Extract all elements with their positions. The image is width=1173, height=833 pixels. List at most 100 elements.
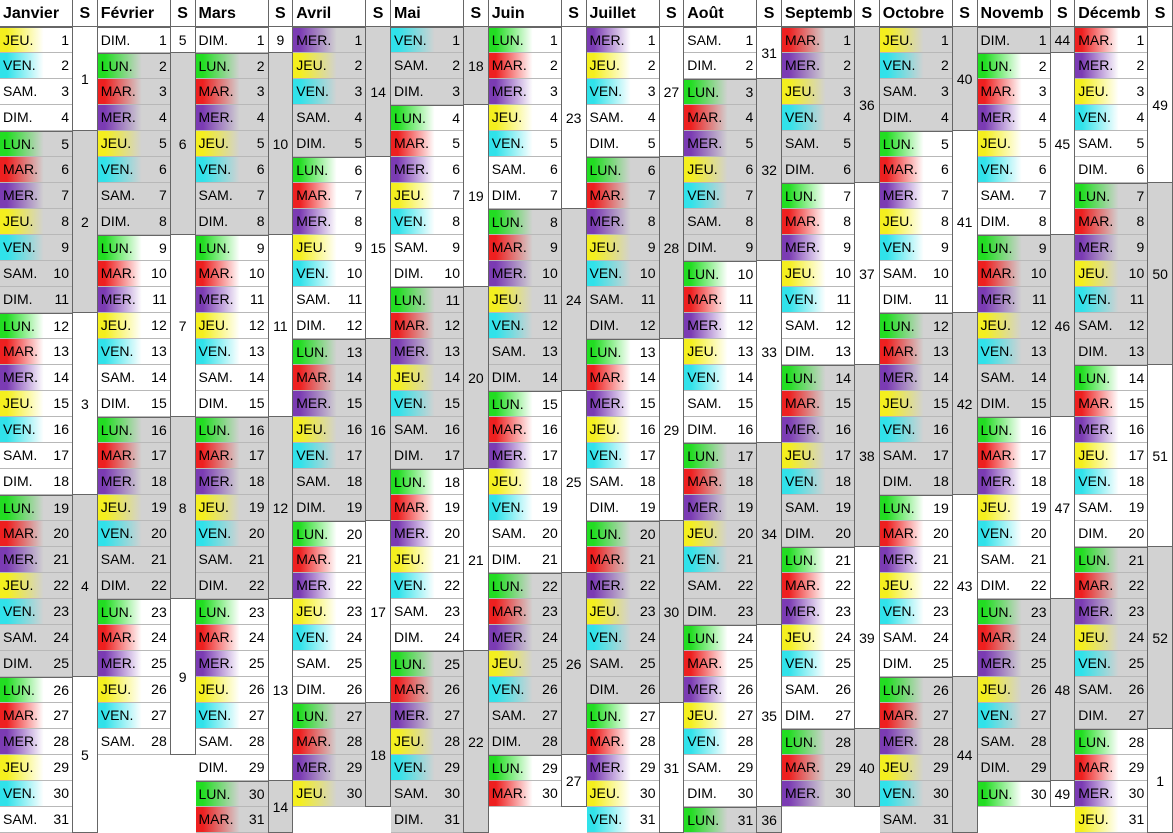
week-number: 46 [1049, 235, 1076, 417]
day-name: MAR. [782, 391, 828, 417]
day-name: MER. [586, 391, 633, 417]
day-number: 10 [143, 261, 170, 287]
week-number: 14 [267, 781, 294, 833]
day-number: 9 [534, 235, 561, 261]
day-number: 28 [828, 729, 854, 755]
day-number: 18 [632, 469, 659, 495]
day-number: 28 [241, 729, 268, 755]
day-number: 22 [1023, 573, 1050, 599]
week-number: 25 [560, 391, 587, 573]
day-name: SAM. [1075, 495, 1122, 521]
day-number: 1 [730, 27, 757, 53]
day-number: 7 [437, 183, 463, 209]
week-header: S [560, 0, 587, 27]
week-header: S [267, 0, 294, 27]
day-name: MAR. [782, 209, 828, 235]
day-name: LUN. [586, 703, 633, 729]
day-name: LUN. [684, 625, 731, 651]
day-name: MAR. [586, 365, 633, 391]
day-name: LUN. [782, 183, 828, 209]
day-number: 15 [241, 391, 268, 417]
day-number: 13 [730, 339, 757, 365]
day-name: MER. [488, 261, 535, 287]
day-number: 20 [241, 521, 268, 547]
day-number: 26 [46, 677, 72, 703]
day-name: JEU. [293, 781, 340, 807]
day-number: 15 [143, 391, 170, 417]
day-number: 22 [730, 573, 757, 599]
week-number: 47 [1049, 417, 1076, 599]
day-name: VEN. [1075, 287, 1122, 313]
day-number: 12 [339, 313, 366, 339]
day-name: DIM. [195, 755, 242, 781]
day-number: 15 [437, 391, 463, 417]
week-number: 30 [658, 521, 685, 703]
day-number: 13 [1023, 339, 1050, 365]
day-name: LUN. [977, 599, 1024, 625]
day-number: 12 [828, 313, 854, 339]
day-name: JEU. [0, 27, 46, 53]
day-number: 1 [1023, 27, 1050, 53]
day-number: 17 [632, 443, 659, 469]
day-number: 13 [339, 339, 366, 365]
day-number: 29 [339, 755, 366, 781]
month-name: Juin [488, 0, 561, 27]
day-number: 14 [143, 365, 170, 391]
day-number: 8 [534, 209, 561, 235]
day-name: MAR. [977, 625, 1024, 651]
day-name: DIM. [391, 807, 437, 833]
day-number: 26 [437, 677, 463, 703]
day-name: MAR. [195, 79, 242, 105]
day-number: 23 [143, 599, 170, 625]
day-name: JEU. [97, 313, 144, 339]
week-number: 5 [169, 27, 196, 53]
day-name: MER. [879, 547, 926, 573]
day-number: 23 [437, 599, 463, 625]
week-number: 31 [756, 27, 782, 79]
day-number: 25 [339, 651, 366, 677]
day-name: VEN. [488, 313, 535, 339]
day-number: 20 [1023, 521, 1050, 547]
day-name: SAM. [586, 105, 633, 131]
week-number: 49 [1147, 27, 1173, 183]
day-name: MAR. [97, 79, 144, 105]
day-number: 14 [632, 365, 659, 391]
day-number: 14 [925, 365, 952, 391]
day-number: 5 [925, 131, 952, 157]
day-name: JEU. [195, 677, 242, 703]
day-name: LUN. [879, 677, 926, 703]
day-name: MER. [586, 27, 633, 53]
day-number: 23 [241, 599, 268, 625]
day-name: MAR. [293, 365, 340, 391]
day-number: 16 [437, 417, 463, 443]
day-number: 11 [1023, 287, 1050, 313]
day-name: MER. [97, 105, 144, 131]
day-name: MAR. [684, 287, 731, 313]
day-name: MER. [195, 105, 242, 131]
day-number: 19 [339, 495, 366, 521]
day-number: 10 [437, 261, 463, 287]
day-number: 1 [339, 27, 366, 53]
day-number: 9 [1121, 235, 1148, 261]
day-name: MAR. [879, 157, 926, 183]
day-number: 17 [925, 443, 952, 469]
day-name: VEN. [586, 79, 633, 105]
day-name: MER. [0, 183, 46, 209]
day-name: VEN. [0, 235, 46, 261]
day-name: JEU. [586, 781, 633, 807]
day-name: MER. [391, 339, 437, 365]
day-number: 12 [730, 313, 757, 339]
day-number: 4 [437, 105, 463, 131]
day-name: SAM. [391, 599, 437, 625]
day-name: MAR. [782, 573, 828, 599]
day-name: SAM. [1075, 677, 1122, 703]
day-number: 11 [241, 287, 268, 313]
day-name: SAM. [684, 27, 731, 53]
day-name: SAM. [488, 521, 535, 547]
day-number: 15 [828, 391, 854, 417]
day-name: SAM. [391, 781, 437, 807]
day-number: 14 [46, 365, 72, 391]
day-name: JEU. [684, 339, 731, 365]
